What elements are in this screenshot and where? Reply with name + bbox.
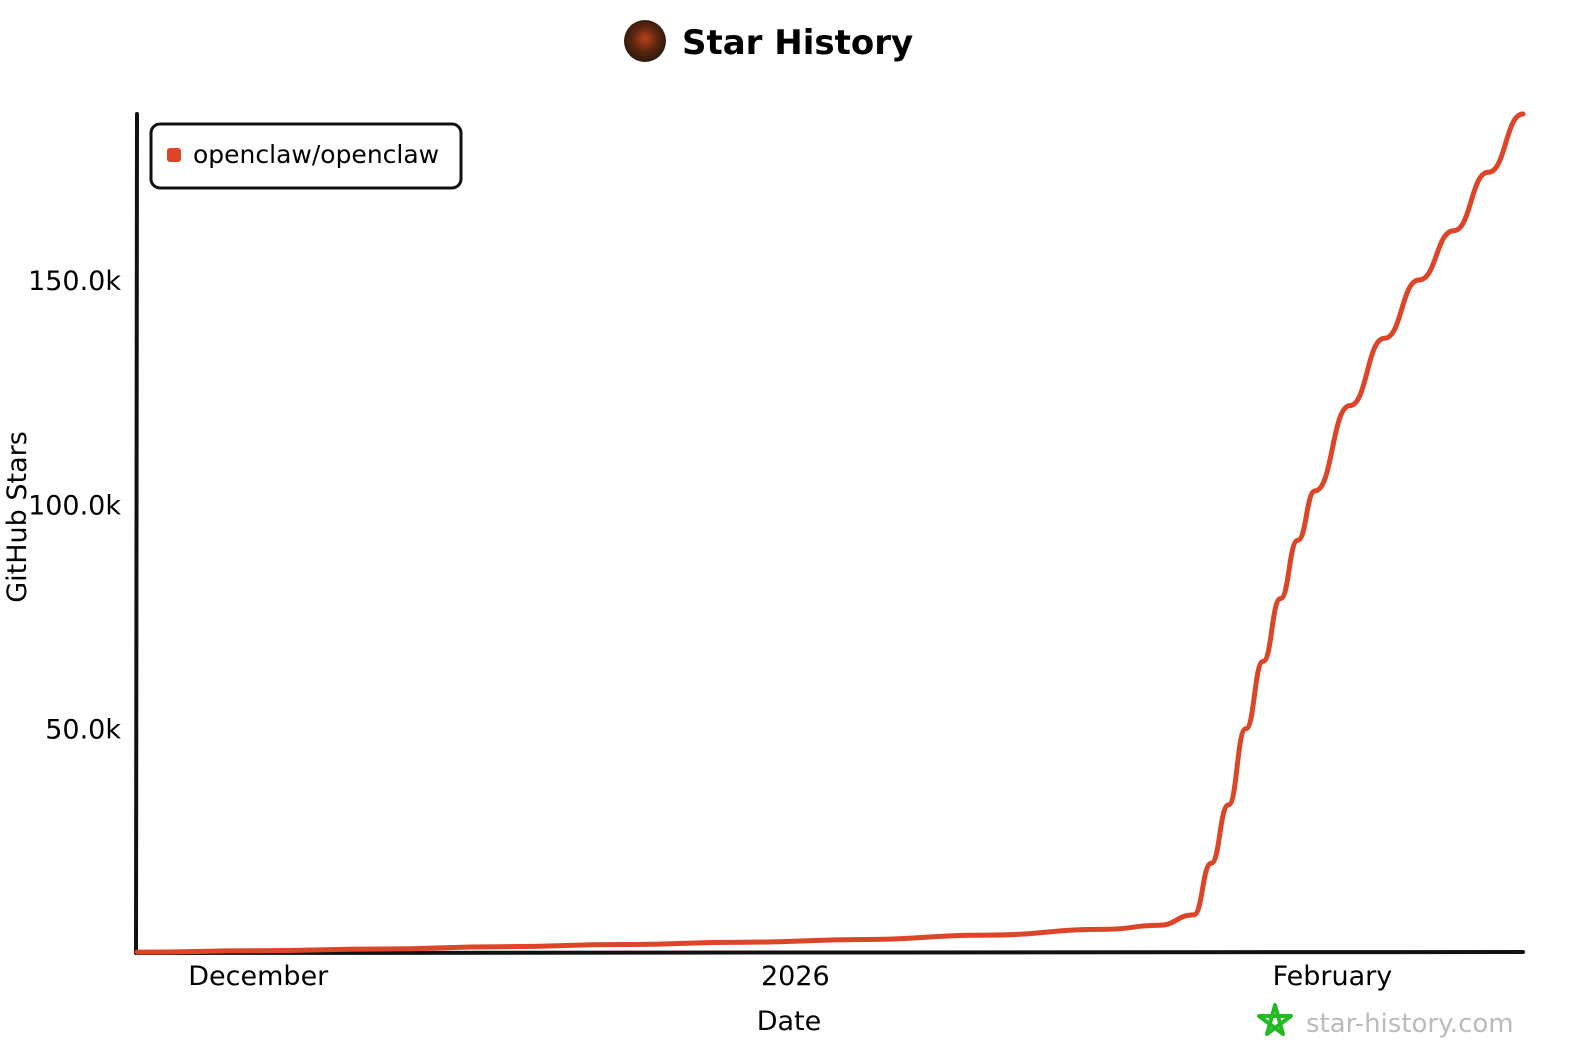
x-tick-label: December (188, 961, 329, 992)
x-axis-label: Date (757, 1006, 822, 1037)
series-line-openclaw (134, 111, 1526, 955)
watermark-text: star-history.com (1306, 1009, 1514, 1039)
star-icon (1257, 1003, 1293, 1036)
y-tick-label: 100.0k (28, 490, 121, 521)
legend: openclaw/openclaw (149, 122, 463, 190)
y-tick-label: 150.0k (28, 266, 121, 297)
watermark: star-history.com (1257, 1003, 1514, 1039)
avatar (624, 20, 666, 62)
chart-title-text: Star History (682, 23, 913, 63)
y-axis-label: GitHub Stars (2, 431, 33, 603)
y-tick-label: 50.0k (45, 715, 121, 746)
legend-box (149, 122, 463, 190)
x-tick-labels: December 2026 February (188, 961, 1392, 992)
legend-label: openclaw/openclaw (193, 140, 439, 169)
x-tick-label: 2026 (761, 961, 830, 992)
x-axis-line (134, 950, 1525, 956)
y-tick-labels: 50.0k 100.0k 150.0k (28, 266, 121, 746)
y-axis-line (134, 112, 140, 955)
chart-title: Star History (624, 20, 913, 63)
x-tick-label: February (1273, 961, 1393, 992)
legend-swatch (167, 148, 181, 162)
